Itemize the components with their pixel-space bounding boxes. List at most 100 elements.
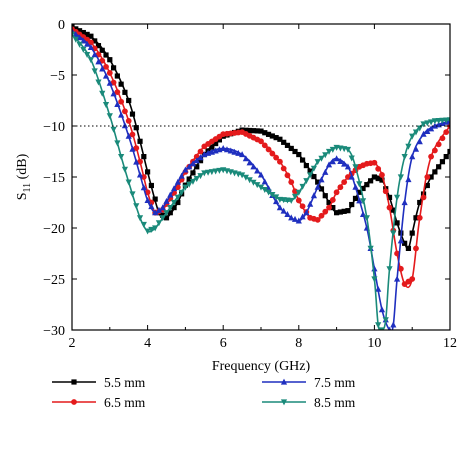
series-marker: [110, 126, 117, 133]
series-marker: [424, 120, 431, 127]
series-marker: [258, 128, 264, 134]
series-marker: [231, 148, 238, 155]
series-marker: [432, 169, 438, 175]
series-marker: [382, 317, 389, 324]
series-marker: [223, 146, 231, 153]
series-marker: [148, 203, 155, 210]
x-axis-label: Frequency (GHz): [212, 359, 311, 374]
series-marker: [72, 36, 79, 43]
series-marker: [186, 181, 193, 188]
series-marker: [167, 191, 174, 198]
series-marker: [341, 160, 348, 167]
series-marker: [397, 265, 404, 272]
series-layer: [72, 24, 450, 330]
series-marker: [379, 177, 385, 183]
series-marker: [329, 197, 336, 203]
series-marker: [273, 194, 280, 201]
series-marker: [88, 39, 94, 46]
series-marker: [95, 43, 102, 49]
series-marker: [379, 172, 385, 178]
series-marker: [349, 201, 355, 208]
series-marker: [288, 145, 294, 152]
series-marker: [178, 172, 185, 179]
series-marker: [258, 138, 264, 145]
y-axis-label: S11 (dB): [15, 153, 33, 200]
series-marker: [378, 306, 386, 313]
series-marker: [95, 58, 102, 65]
series-marker: [397, 174, 404, 181]
series-marker: [197, 173, 204, 180]
series-marker: [265, 146, 272, 153]
series-marker: [178, 189, 185, 196]
axis-layer: 2 4 6 8 10 12 0 −5 −10 −15 −20 −25 −30: [43, 18, 457, 351]
series-marker: [125, 118, 132, 124]
series-marker: [303, 162, 309, 169]
series-marker: [413, 245, 419, 252]
series-marker: [356, 197, 363, 204]
series-marker: [393, 275, 401, 282]
series-marker: [390, 207, 396, 213]
series-marker: [125, 132, 132, 139]
y-tick-label: −30: [43, 324, 65, 339]
series-marker: [250, 163, 257, 170]
series-marker: [167, 205, 174, 211]
series-marker: [367, 245, 374, 252]
series-marker: [171, 205, 177, 211]
series-marker: [412, 129, 420, 136]
series-marker: [439, 135, 446, 142]
series-marker: [360, 185, 366, 192]
series-marker: [99, 65, 106, 72]
series-marker: [76, 41, 83, 48]
legend-item: 6.5 mm: [52, 395, 146, 410]
series-marker: [375, 322, 382, 329]
series-marker: [239, 172, 246, 179]
series-marker: [129, 191, 136, 198]
series-6-5-mm: [72, 26, 450, 289]
series-marker: [186, 176, 192, 182]
series-marker: [378, 327, 386, 330]
series-marker: [368, 178, 374, 184]
series-marker: [364, 182, 370, 188]
series-marker: [326, 199, 332, 206]
legend-marker: [71, 399, 77, 405]
series-marker: [318, 212, 325, 219]
series-marker: [110, 79, 117, 86]
series-marker: [261, 142, 268, 149]
series-marker: [333, 155, 340, 162]
series-marker: [163, 210, 170, 217]
series-marker: [299, 213, 306, 220]
series-marker: [227, 147, 234, 154]
series-marker: [311, 173, 317, 180]
y-axis-label-main: S: [15, 193, 30, 201]
series-marker: [145, 169, 151, 175]
series-marker: [409, 153, 416, 160]
series-marker: [386, 194, 393, 200]
series-marker: [247, 127, 253, 134]
series-marker: [307, 172, 314, 179]
series-marker: [262, 130, 268, 136]
y-tick-label: −15: [43, 171, 65, 186]
series-marker: [371, 174, 377, 180]
series-marker: [197, 148, 204, 155]
series-marker: [265, 131, 272, 137]
series-marker: [152, 225, 159, 232]
series-marker: [186, 163, 193, 170]
series-marker: [443, 154, 449, 160]
series-marker: [103, 63, 109, 70]
series-marker: [122, 89, 128, 95]
series-marker: [299, 183, 306, 190]
series-marker: [431, 118, 438, 125]
series-marker: [276, 204, 283, 211]
series-marker: [140, 174, 147, 180]
series-marker: [435, 118, 442, 125]
series-marker: [416, 138, 423, 145]
series-marker: [387, 326, 392, 330]
series-marker: [307, 200, 314, 207]
series-marker: [443, 117, 450, 124]
series-marker: [371, 159, 378, 166]
series-marker: [102, 101, 110, 108]
series-marker: [420, 194, 427, 201]
series-marker: [405, 176, 412, 183]
legend-item: 5.5 mm: [52, 375, 146, 390]
series-marker: [99, 47, 105, 53]
